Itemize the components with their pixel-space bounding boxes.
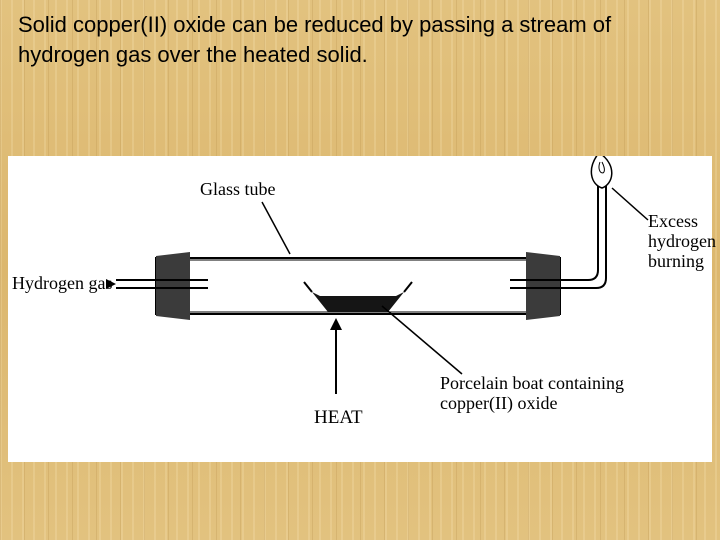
page-title: Solid copper(II) oxide can be reduced by…	[18, 10, 688, 69]
diagram-frame: Hydrogen gas Glass tube HEAT Porcelain b…	[8, 156, 712, 462]
label-boat-2: copper(II) oxide	[440, 394, 557, 414]
label-glass-tube: Glass tube	[200, 180, 276, 200]
label-heat: HEAT	[314, 408, 363, 429]
label-excess-3: burning	[648, 252, 704, 272]
label-hydrogen-in: Hydrogen gas	[12, 274, 112, 294]
label-excess-2: hydrogen	[648, 232, 716, 252]
label-excess-1: Excess	[648, 212, 698, 232]
label-boat-1: Porcelain boat containing	[440, 374, 624, 394]
